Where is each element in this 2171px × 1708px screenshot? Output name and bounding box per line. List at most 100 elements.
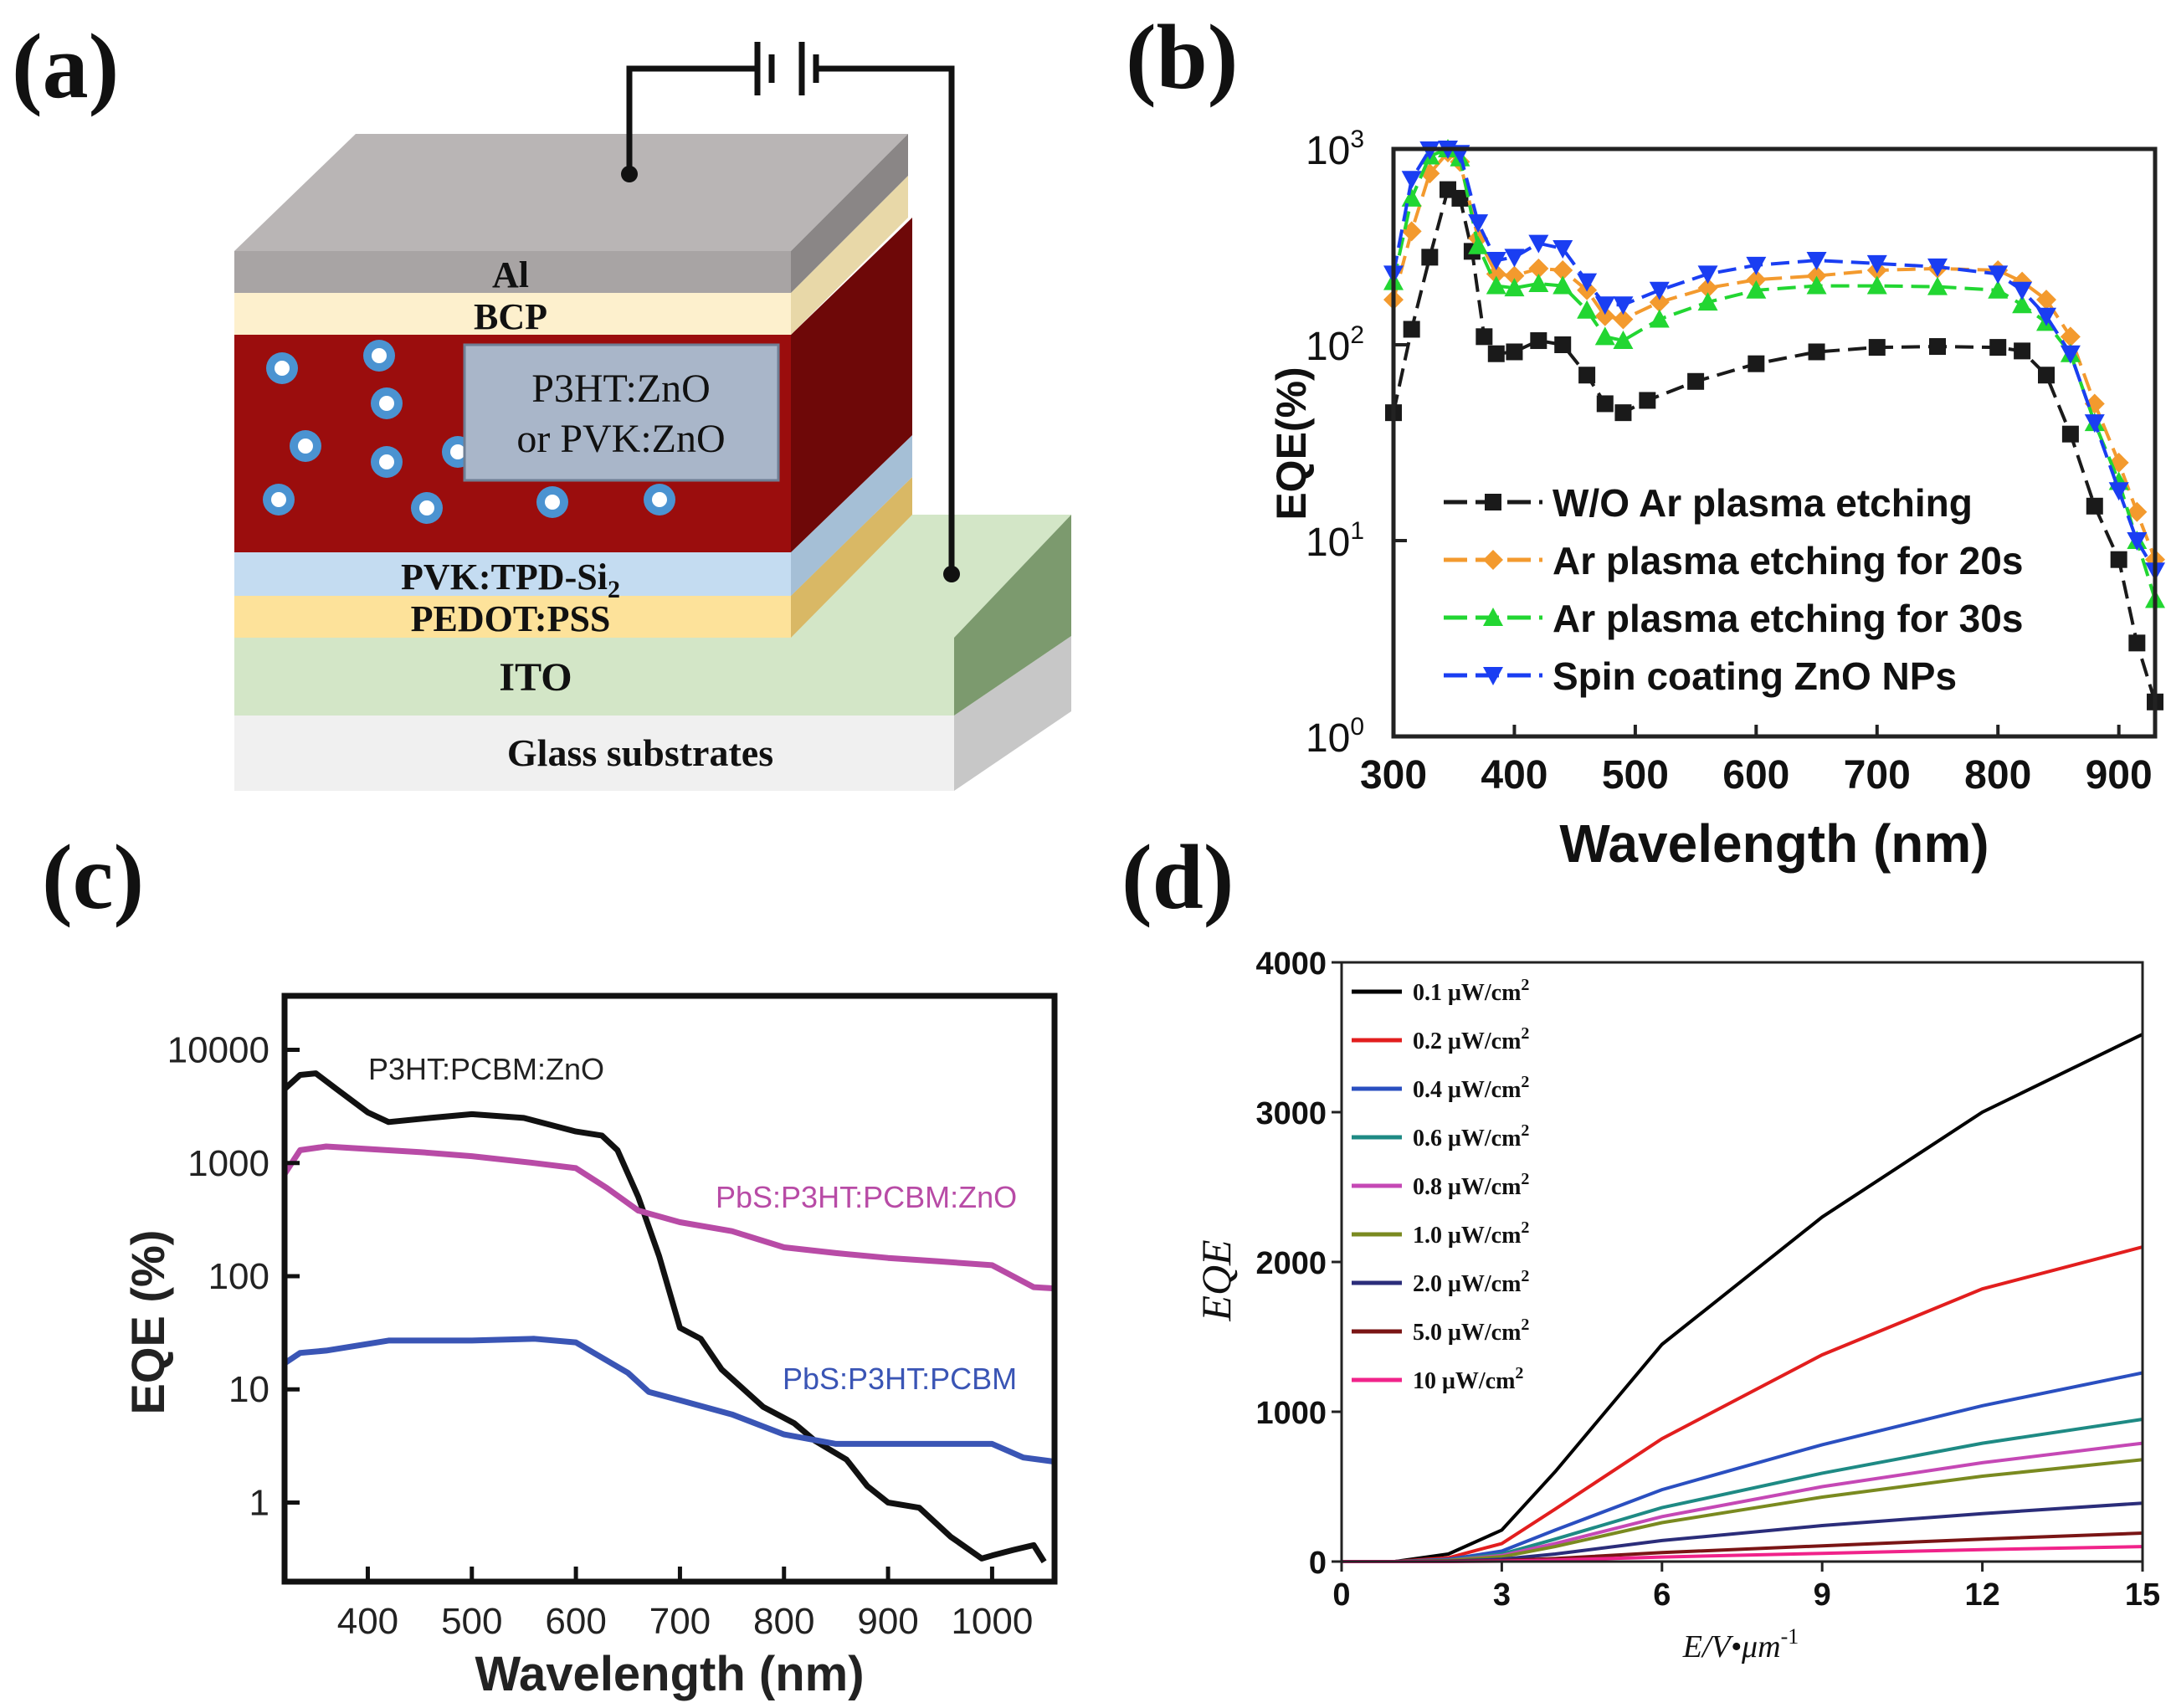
x-tick-label: 6 (1653, 1577, 1671, 1613)
legend-marker-w-o-ar-plasma-etching (1485, 494, 1501, 510)
chart-d-xlabel: E/V•μm-1 (1682, 1624, 1799, 1664)
data-point-ar-plasma-etching-for-20s (1613, 309, 1634, 330)
legend-label-ar-plasma-etching-for-20s: Ar plasma etching for 20s (1553, 539, 2023, 582)
series-line-spin-coating-zno-nps (1392, 146, 2157, 572)
data-point-spin-coating-zno-nps (1927, 258, 1948, 277)
legend-label-10-w-cm: 10 μW/cm2 (1413, 1364, 1523, 1394)
zno-nanoparticle (363, 340, 395, 372)
data-point-w-o-ar-plasma-etching (1451, 189, 1469, 207)
active-layer-side (791, 218, 912, 552)
data-point-w-o-ar-plasma-etching (2014, 342, 2031, 360)
legend-label-0-1-w-cm: 0.1 μW/cm2 (1413, 976, 1529, 1006)
data-point-spin-coating-zno-nps (1988, 265, 2009, 285)
data-point-w-o-ar-plasma-etching (1530, 332, 1547, 350)
data-point-spin-coating-zno-nps (1504, 249, 1525, 268)
al-contact-dot (621, 166, 638, 182)
data-point-ar-plasma-etching-for-30s (1866, 275, 1887, 295)
x-tick-label: 9 (1814, 1577, 1831, 1613)
data-point-w-o-ar-plasma-etching (2061, 425, 2079, 443)
data-point-w-o-ar-plasma-etching (1868, 339, 1886, 356)
zno-nanoparticle (536, 486, 568, 518)
al-layer (234, 251, 791, 293)
glass-label: Glass substrates (507, 731, 773, 774)
bcp-label: BCP (474, 296, 547, 337)
data-point-spin-coating-zno-nps (2060, 345, 2081, 364)
chart-b-ylabel: EQE(%) (1268, 367, 1315, 520)
legend-label-w-o-ar-plasma-etching: W/O Ar plasma etching (1553, 481, 1973, 525)
data-point-w-o-ar-plasma-etching (1989, 339, 2007, 356)
data-point-w-o-ar-plasma-etching (1596, 395, 1614, 413)
data-point-ar-plasma-etching-for-30s (1613, 331, 1634, 350)
legend-label-0-2-w-cm: 0.2 μW/cm2 (1413, 1024, 1529, 1054)
data-point-spin-coating-zno-nps (1594, 296, 1615, 315)
data-point-spin-coating-zno-nps (1697, 265, 1718, 285)
x-tick-label: 500 (1602, 753, 1669, 798)
panel-label-d: (d) (1121, 826, 1234, 928)
data-point-w-o-ar-plasma-etching (1421, 249, 1439, 266)
chart-d-xlabel-sup: -1 (1781, 1624, 1799, 1649)
x-tick-label: 600 (545, 1601, 606, 1642)
data-point-spin-coating-zno-nps (1528, 234, 1549, 254)
data-point-ar-plasma-etching-for-20s (1528, 258, 1549, 279)
chart-c-frame (281, 992, 1058, 1585)
x-tick-label: 900 (2086, 753, 2153, 798)
x-tick-label: 700 (1844, 753, 1911, 798)
data-point-w-o-ar-plasma-etching (1929, 338, 1946, 356)
panel-label-b: (b) (1126, 6, 1238, 108)
al-label: Al (492, 254, 529, 295)
data-point-ar-plasma-etching-for-20s (1697, 278, 1718, 299)
bcp-layer-side (791, 176, 908, 335)
chart-b-xlabel: Wavelength (nm) (1559, 813, 1989, 874)
glass-layer-side (954, 636, 1071, 791)
legend-marker-spin-coating-zno-nps (1483, 667, 1503, 685)
data-point-spin-coating-zno-nps (1746, 256, 1767, 275)
zno-nanoparticle (371, 387, 403, 419)
data-point-spin-coating-zno-nps (1486, 252, 1506, 271)
series-label-p3ht-pcbm-zno: P3HT:PCBM:ZnO (368, 1052, 604, 1086)
data-point-ar-plasma-etching-for-30s (1504, 278, 1525, 297)
y-tick-label: 100 (1306, 713, 1364, 761)
data-point-w-o-ar-plasma-etching (2086, 497, 2103, 515)
data-point-spin-coating-zno-nps (2108, 482, 2129, 501)
panel-label-a: (a) (12, 15, 119, 117)
y-tick-label: 1 (249, 1482, 269, 1523)
pvk-layer (234, 552, 791, 596)
data-point-ar-plasma-etching-for-20s (2036, 290, 2056, 310)
y-tick-label: 100 (208, 1256, 269, 1297)
active-layer-label-line2: or PVK:ZnO (516, 417, 725, 461)
data-point-spin-coating-zno-nps (1553, 240, 1573, 259)
ito-contact-dot (943, 566, 960, 582)
data-point-spin-coating-zno-nps (1649, 281, 1670, 300)
legend-label-5-0-w-cm: 5.0 μW/cm2 (1413, 1316, 1529, 1346)
x-tick-label: 3 (1493, 1577, 1511, 1613)
data-point-spin-coating-zno-nps (1613, 296, 1634, 315)
active-layer-label-box (463, 343, 780, 482)
legend-marker-ar-plasma-etching-for-30s (1483, 608, 1503, 626)
data-point-w-o-ar-plasma-etching (2110, 551, 2127, 568)
zno-nanoparticle (290, 430, 321, 462)
al-layer-side (791, 134, 908, 293)
chart-d-xlabel-main: E/V•μm (1682, 1629, 1781, 1664)
data-point-spin-coating-zno-nps (2036, 307, 2056, 326)
data-point-w-o-ar-plasma-etching (1639, 392, 1656, 409)
y-tick-label: 10 (228, 1369, 269, 1410)
data-point-ar-plasma-etching-for-30s (1553, 275, 1573, 295)
data-point-ar-plasma-etching-for-30s (1746, 280, 1767, 299)
y-tick-label: 0 (1309, 1546, 1327, 1581)
legend-label-0-8-w-cm: 0.8 μW/cm2 (1413, 1170, 1529, 1200)
data-point-ar-plasma-etching-for-30s (1988, 280, 2009, 299)
data-point-ar-plasma-etching-for-30s (1401, 187, 1422, 207)
data-point-w-o-ar-plasma-etching (1476, 328, 1493, 346)
battery-circuit (626, 42, 955, 574)
data-point-ar-plasma-etching-for-20s (1486, 264, 1506, 285)
data-point-ar-plasma-etching-for-30s (1468, 235, 1489, 254)
data-point-w-o-ar-plasma-etching (1748, 355, 1765, 372)
x-tick-label: 12 (1964, 1577, 1999, 1613)
chart-b: 300 400 500 600 700 800 900 100 101 102 103 Wavele… (1268, 126, 2165, 874)
data-point-ar-plasma-etching-for-30s (1649, 309, 1670, 328)
series-label-pbs-p3ht-pcbm: PbS:P3HT:PCBM (783, 1362, 1017, 1396)
data-point-ar-plasma-etching-for-30s (1577, 300, 1598, 319)
x-tick-label: 0 (1332, 1577, 1350, 1613)
y-tick-label: 10000 (167, 1030, 269, 1071)
